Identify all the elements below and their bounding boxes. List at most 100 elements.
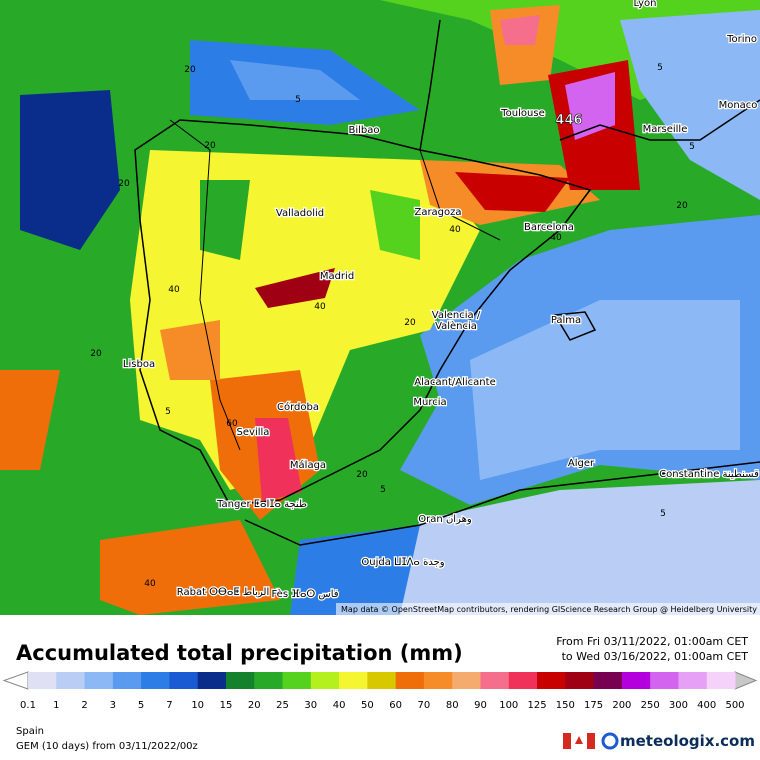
precip-area	[0, 0, 760, 100]
brand: meteologix.com	[620, 732, 755, 750]
coastline	[134, 19, 760, 546]
contour-label: 5	[295, 95, 301, 105]
legend-tick-label: 0.1	[20, 700, 36, 711]
border	[169, 119, 501, 451]
city-label: Murcia	[413, 397, 446, 408]
precip-area	[100, 520, 280, 615]
color-box	[593, 672, 623, 689]
precip-area	[200, 180, 250, 260]
legend-tick-label: 5	[138, 700, 144, 711]
contour-label: 20	[90, 349, 102, 359]
city-label: Málaga	[290, 459, 326, 471]
color-box	[423, 672, 453, 689]
attribution: Map data © OpenStreetMap contributors, r…	[341, 605, 757, 614]
precip-area	[0, 370, 60, 470]
contour-label: 40	[449, 225, 461, 235]
precip-area	[160, 320, 220, 380]
precip-area	[290, 525, 420, 615]
city-label: Fès ⴼⴰⵙ فاس	[271, 588, 338, 600]
city-label: Toulouse	[500, 108, 544, 119]
city-label: Alacant/Alicante	[414, 377, 495, 388]
color-box	[621, 672, 651, 689]
color-box	[537, 672, 566, 689]
color-box	[565, 672, 595, 689]
contour-label: 60	[226, 419, 238, 429]
city-label: Valladolid	[276, 208, 324, 219]
map: Lyon Torino Monaco Toulouse Marseille Bilbao V…	[0, 0, 760, 615]
color-box	[452, 672, 481, 689]
over-arrow	[734, 671, 758, 690]
contour-label: 40	[144, 579, 156, 589]
legend-tick-label: 40	[333, 700, 346, 711]
legend-tick-label: 60	[389, 700, 402, 711]
precip-area	[230, 60, 360, 100]
legend-tick-label: 50	[361, 700, 374, 711]
city-label: Rabat ⵔⴱⴰⵟ الرباط	[177, 587, 269, 598]
legend-tick-label: 70	[418, 700, 431, 711]
legend-tick-label: 1	[53, 700, 59, 711]
under-arrow	[2, 671, 29, 690]
contour-label: 20	[404, 318, 416, 328]
max-label: 446	[555, 113, 582, 128]
contour-label: 5	[660, 509, 666, 519]
city-label: Oran وهران	[418, 514, 472, 525]
legend-tick-label: 250	[641, 700, 660, 711]
city-label: Zaragoza	[414, 207, 461, 218]
legend-tick-label: 20	[248, 700, 261, 711]
precip-area	[455, 172, 570, 212]
city-label: Torino	[726, 34, 757, 45]
city-label: Oujda ⵡⵊⴷⴰ وجدة	[361, 557, 444, 568]
precip-area	[620, 10, 760, 200]
color-box	[169, 672, 199, 689]
legend-tick-label: 200	[612, 700, 631, 711]
city-label: Palma	[551, 315, 581, 326]
color-box	[395, 672, 425, 689]
precip-area	[470, 300, 740, 480]
contour-label: 5	[689, 142, 695, 152]
city-label: Bilbao	[348, 125, 379, 136]
flag	[563, 733, 595, 749]
contour-label: 5	[165, 407, 171, 417]
contour-label: 40	[168, 285, 180, 295]
period-to: to Wed 03/16/2022, 01:00am CET	[562, 650, 749, 663]
city-label: Lisboa	[123, 359, 155, 370]
color-box	[141, 672, 170, 689]
legend-tick-label: 25	[276, 700, 289, 711]
legend-tick-label: 7	[166, 700, 172, 711]
legend-tick-label: 3	[110, 700, 116, 711]
flag-bar	[563, 733, 571, 749]
color-box	[706, 672, 736, 689]
precip-area	[500, 15, 540, 45]
colorbar: 0.1 1 2 3 5 7 10 15 20 25 30 40 50 60 70 80 90 100 125 150 1…	[2, 671, 758, 711]
city-label: Marseille	[643, 124, 688, 135]
legend-tick-label: 30	[304, 700, 317, 711]
legend-tick-label: 300	[669, 700, 688, 711]
color-box	[84, 672, 114, 689]
color-box	[367, 672, 397, 689]
legend-tick-label: 125	[527, 700, 546, 711]
attribution-bg	[336, 603, 760, 615]
contour-label: 5	[657, 63, 663, 73]
legend-tick-label: 15	[220, 700, 233, 711]
period-from: From Fri 03/11/2022, 01:00am CET	[556, 635, 748, 648]
color-box	[480, 672, 510, 689]
legend-tick-label: 90	[474, 700, 487, 711]
color-box	[678, 672, 708, 689]
legend-tick-label: 80	[446, 700, 459, 711]
region: Spain	[16, 726, 44, 737]
legend-tick-label: 2	[81, 700, 87, 711]
contour-label: 20	[356, 470, 368, 480]
city-label: Lyon	[633, 0, 656, 9]
color-box	[339, 672, 368, 689]
city-label: Tanger ⵟⴰⵏⵊⴰ طنجة	[216, 499, 307, 510]
map-labels: Lyon Torino Monaco Toulouse Marseille Bilbao V…	[90, 0, 760, 601]
color-box	[508, 672, 538, 689]
flag-bar	[587, 733, 595, 749]
city-label: Sevilla	[237, 427, 270, 438]
city-label: Córdoba	[277, 401, 319, 413]
city-label: Madrid	[320, 271, 354, 282]
legend-tick-label: 175	[584, 700, 603, 711]
color-box	[56, 672, 86, 689]
color-box	[225, 672, 255, 689]
